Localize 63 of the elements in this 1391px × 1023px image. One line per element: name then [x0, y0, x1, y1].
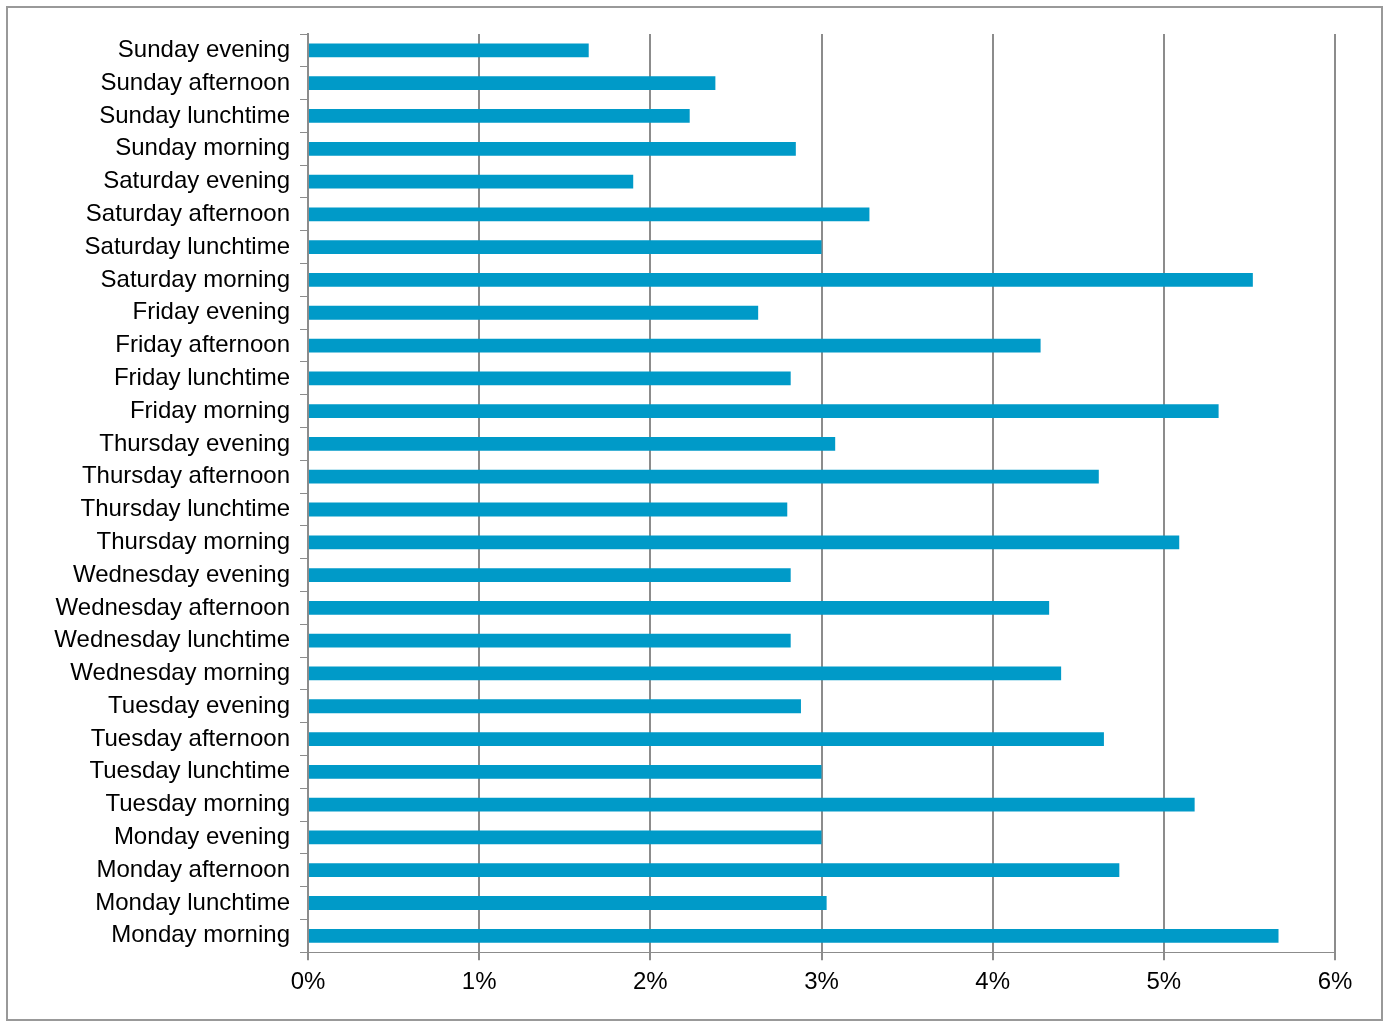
y-tick-label: Friday morning — [129, 395, 290, 423]
bar — [309, 109, 690, 123]
bar — [309, 699, 801, 714]
y-tick-label: Monday lunchtime — [95, 887, 290, 915]
y-tick-label: Monday morning — [111, 920, 290, 948]
bar — [309, 371, 791, 386]
bar — [309, 797, 1195, 812]
x-tick-label: 1% — [461, 967, 497, 995]
y-tick-label: Sunday evening — [117, 35, 290, 63]
bar — [309, 502, 788, 517]
y-tick-label: Saturday morning — [100, 264, 290, 292]
y-tick-label: Wednesday evening — [72, 559, 290, 587]
y-tick-label: Thursday lunchtime — [80, 494, 290, 522]
y-tick-label: Tuesday lunchtime — [89, 756, 290, 784]
bar — [309, 338, 1041, 353]
y-tick-label: Wednesday lunchtime — [54, 625, 290, 653]
x-tick-label: 2% — [632, 967, 668, 995]
y-tick-label: Wednesday afternoon — [55, 592, 290, 620]
y-tick-label: Monday afternoon — [96, 854, 290, 882]
y-tick-label: Tuesday afternoon — [90, 723, 290, 751]
y-tick-label: Friday afternoon — [115, 330, 290, 358]
bar — [309, 764, 822, 779]
bar — [309, 240, 822, 255]
x-tick-label: 5% — [1146, 967, 1182, 995]
y-tick-label: Sunday afternoon — [100, 67, 290, 95]
x-tick-label: 3% — [804, 967, 839, 995]
y-tick-label: Thursday evening — [99, 428, 290, 456]
bar — [309, 666, 1062, 681]
y-tick-label: Friday lunchtime — [113, 362, 290, 390]
bar — [309, 568, 791, 582]
bar — [309, 535, 1180, 550]
x-tick-label: 4% — [975, 967, 1011, 995]
bar — [309, 305, 759, 320]
x-tick-label: 0% — [290, 967, 326, 995]
bar — [309, 600, 1050, 615]
bar — [309, 273, 1253, 287]
y-tick-label: Tuesday morning — [105, 789, 290, 817]
bar — [309, 141, 796, 156]
y-tick-label: Monday evening — [113, 822, 290, 850]
bar — [309, 830, 822, 845]
bar — [309, 207, 870, 222]
y-tick-label: Tuesday evening — [108, 690, 290, 718]
bar — [309, 76, 716, 91]
y-tick-label: Saturday evening — [103, 166, 290, 194]
bar — [309, 633, 791, 648]
y-tick-label: Sunday lunchtime — [99, 100, 290, 128]
y-tick-label: Thursday morning — [96, 526, 290, 554]
y-tick-label: Friday evening — [132, 297, 290, 325]
bar — [309, 928, 1279, 943]
y-tick-label: Sunday morning — [115, 133, 290, 161]
bar — [309, 469, 1099, 484]
bar — [309, 437, 836, 451]
bar — [309, 896, 827, 910]
y-tick-label: Thursday afternoon — [81, 461, 290, 489]
y-tick-label: Wednesday morning — [70, 658, 290, 686]
bar — [309, 174, 634, 189]
y-tick-label: Saturday lunchtime — [84, 231, 290, 259]
bar — [309, 863, 1120, 878]
bar — [309, 732, 1104, 746]
x-tick-label: 6% — [1317, 967, 1353, 995]
bar — [309, 404, 1219, 418]
y-tick-label: Saturday afternoon — [85, 198, 290, 226]
bar — [309, 43, 589, 58]
